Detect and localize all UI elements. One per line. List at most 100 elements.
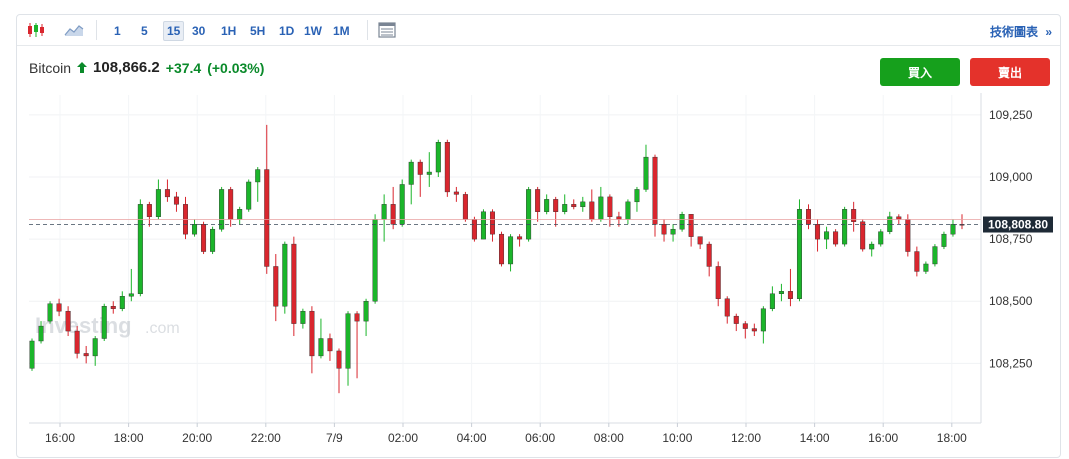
candle xyxy=(192,219,198,237)
interval-5[interactable]: 5 xyxy=(141,24,148,38)
candle-body xyxy=(462,194,468,220)
x-tick-label: 06:00 xyxy=(525,431,555,445)
candle-body xyxy=(544,199,550,212)
tech-chart-link[interactable]: 技術圖表 » xyxy=(990,23,1052,40)
current-price-tag xyxy=(983,216,1053,233)
x-tick-label: 16:00 xyxy=(868,431,898,445)
candle-body xyxy=(869,243,875,250)
interval-1m[interactable]: 1M xyxy=(333,24,350,38)
x-tick-label: 08:00 xyxy=(594,431,624,445)
watermark-suffix: .com xyxy=(145,320,180,337)
up-arrow-icon xyxy=(77,60,88,76)
candle-body xyxy=(300,310,306,324)
candle xyxy=(146,201,152,227)
candle xyxy=(661,219,667,242)
candle-body xyxy=(607,196,613,217)
candle-body xyxy=(38,325,44,342)
candle xyxy=(553,196,559,227)
candle xyxy=(110,301,116,314)
candle-body xyxy=(679,214,685,230)
x-tick-label: 18:00 xyxy=(114,431,144,445)
sell-button[interactable]: 賣出 xyxy=(970,58,1050,86)
candlestick-chart-icon[interactable] xyxy=(25,21,47,39)
candle xyxy=(959,214,965,230)
candle xyxy=(796,199,802,302)
chart-widget: 1 5 15 30 1H 5H 1D 1W 1M 技術圖表 » Bitcoin xyxy=(16,14,1061,458)
candle-body xyxy=(634,189,640,203)
candle xyxy=(833,229,839,247)
candle xyxy=(724,296,730,324)
candle xyxy=(56,298,62,317)
candle-body xyxy=(535,189,541,212)
candle-body xyxy=(372,219,378,302)
candle-body xyxy=(688,214,694,237)
interval-1d[interactable]: 1D xyxy=(279,24,295,38)
toolbar-divider xyxy=(367,20,368,40)
candle-body xyxy=(29,340,35,369)
candle-body xyxy=(201,224,207,252)
candle-body xyxy=(210,228,216,252)
candle-body xyxy=(435,142,441,173)
reference-lines: 108,808.80 xyxy=(29,216,1053,233)
candle-body xyxy=(896,216,902,220)
candle xyxy=(29,338,35,371)
x-axis: 16:00 18:00 20:00 22:00 7/9 02:00 04:00 06:00 08… xyxy=(29,422,981,445)
candle xyxy=(164,179,170,202)
candle xyxy=(526,186,532,242)
interval-1w[interactable]: 1W xyxy=(304,24,322,38)
candle xyxy=(697,236,703,250)
candle xyxy=(255,167,261,202)
candle xyxy=(598,186,604,222)
candle xyxy=(905,214,911,257)
x-tick-label: 12:00 xyxy=(731,431,761,445)
candle-body xyxy=(923,263,929,272)
candle xyxy=(119,291,125,312)
candle xyxy=(74,326,80,359)
candle xyxy=(354,311,360,379)
candle-body xyxy=(508,236,514,265)
candle xyxy=(92,336,98,366)
candle xyxy=(65,306,71,337)
y-tick-label: 108,250 xyxy=(989,356,1033,370)
candle xyxy=(733,313,739,332)
interval-1h[interactable]: 1H xyxy=(221,24,237,38)
candle xyxy=(589,189,595,222)
candle-body xyxy=(426,171,432,175)
table-view-icon[interactable] xyxy=(376,21,398,39)
price-chart[interactable]: Investing .com 108,808.80 109,250 109,000… xyxy=(17,15,1060,457)
candle-body xyxy=(769,293,775,309)
tech-chart-label: 技術圖表 xyxy=(989,25,1038,39)
interval-5h[interactable]: 5H xyxy=(250,24,266,38)
candle-body xyxy=(851,209,857,222)
candle-body xyxy=(381,204,387,220)
candle xyxy=(517,234,523,247)
candle-body xyxy=(110,306,116,309)
candle xyxy=(444,139,450,197)
candle xyxy=(291,236,297,337)
candle xyxy=(571,199,577,210)
candle xyxy=(182,196,188,240)
candle xyxy=(508,234,514,272)
candle xyxy=(923,261,929,274)
candle-body xyxy=(74,330,80,354)
interval-15[interactable]: 15 xyxy=(163,21,185,41)
interval-30[interactable]: 30 xyxy=(192,24,206,38)
buy-button[interactable]: 買入 xyxy=(880,58,960,86)
price-change: +37.4 xyxy=(165,59,202,76)
candle xyxy=(878,229,884,247)
area-chart-icon[interactable] xyxy=(63,21,85,39)
candle-body xyxy=(616,216,622,220)
candle-body xyxy=(164,189,170,198)
candle-body xyxy=(562,204,568,212)
x-tick-label: 18:00 xyxy=(937,431,967,445)
interval-1[interactable]: 1 xyxy=(114,24,121,38)
candle xyxy=(851,201,857,232)
y-tick-label: 108,750 xyxy=(989,232,1033,246)
candle-body xyxy=(742,323,748,329)
candle xyxy=(562,194,568,215)
candle xyxy=(941,231,947,250)
candle xyxy=(914,246,920,277)
candle xyxy=(345,311,351,386)
candle-body xyxy=(92,338,98,357)
candle-body xyxy=(101,306,107,339)
